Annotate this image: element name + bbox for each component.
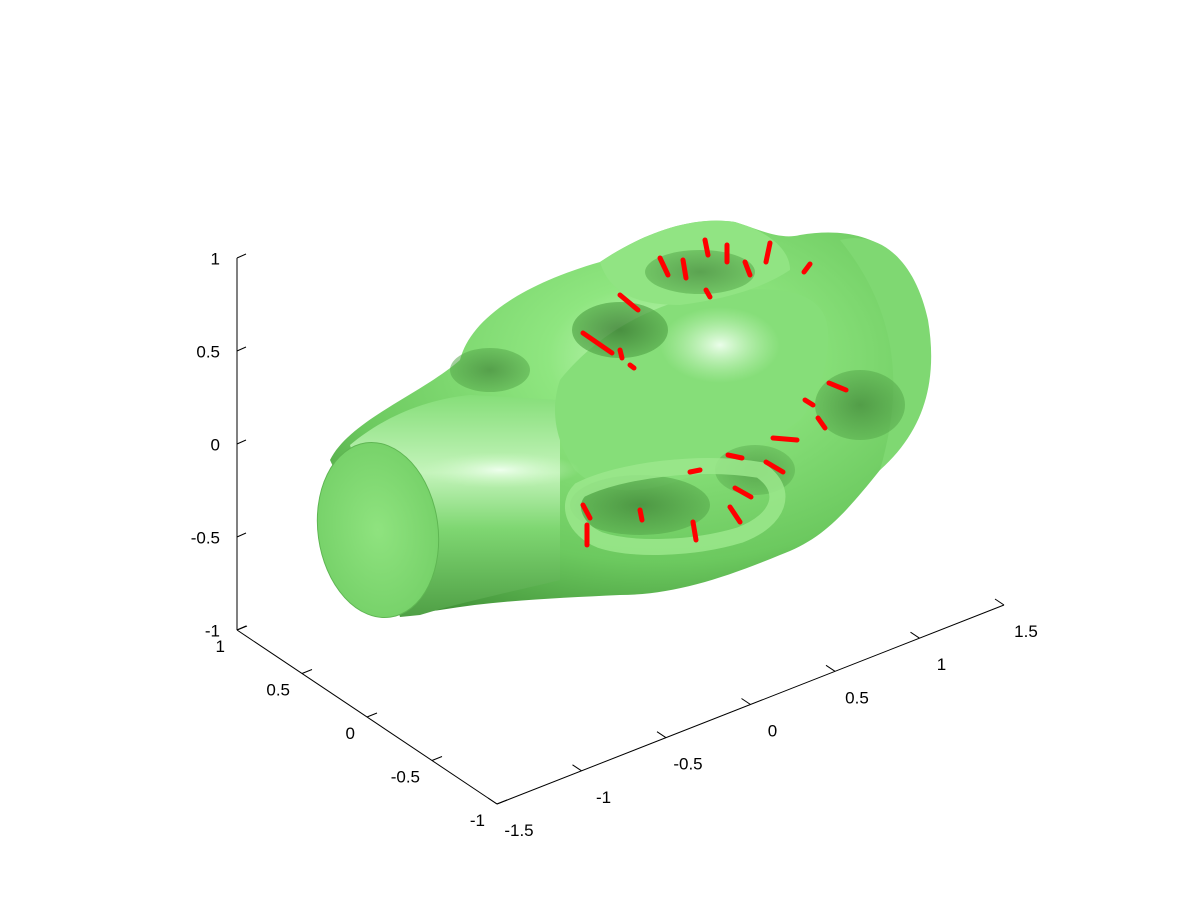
vector-arrow — [637, 507, 645, 523]
vector-arrow — [802, 397, 816, 408]
z-tick-label: -1 — [205, 621, 220, 640]
isosurface — [316, 220, 932, 619]
vector-arrow — [727, 504, 743, 525]
x-tick-mark — [741, 698, 751, 705]
x-tick-label: -1 — [596, 788, 611, 807]
y-tick-mark — [431, 756, 443, 761]
z-tick-mark — [236, 346, 247, 352]
x-tick-label: -0.5 — [673, 755, 702, 774]
vector-arrow — [680, 257, 689, 281]
vector-arrow — [580, 502, 593, 521]
vector-arrow — [617, 347, 625, 361]
vector-arrow — [732, 485, 754, 500]
y-tick-mark — [236, 625, 248, 631]
y-tick-mark — [366, 712, 378, 718]
y-tick-label: 1 — [216, 637, 225, 656]
x-tick-label: 0 — [768, 722, 777, 741]
z-tick-label: 0 — [211, 435, 220, 454]
x-tick-mark — [910, 631, 920, 639]
z-tick-label: -0.5 — [191, 528, 220, 547]
x-tick-mark — [825, 664, 836, 672]
y-tick-label: -1 — [470, 811, 485, 830]
vector-arrow — [627, 362, 637, 371]
vector-arrow — [742, 259, 753, 278]
y-tick-label: 0.5 — [266, 681, 290, 700]
y-tick-mark — [496, 799, 508, 805]
vector-arrow — [770, 435, 800, 443]
vector-arrow — [815, 415, 828, 431]
x-tick-label: 1.5 — [1014, 622, 1038, 641]
y-tick-label: 0 — [346, 724, 355, 743]
vector-arrow — [763, 459, 786, 475]
vector-arrow — [687, 467, 703, 475]
z-tick-mark — [236, 532, 247, 538]
x-tick-label: -1.5 — [504, 821, 533, 840]
vector-arrow — [580, 330, 615, 356]
y-tick-label: -0.5 — [391, 768, 420, 787]
z-tick-label: 0.5 — [196, 342, 220, 361]
y-tick-mark — [301, 669, 313, 674]
vector-arrow — [703, 287, 713, 300]
x-tick-mark — [572, 764, 582, 772]
vector-arrow — [657, 255, 671, 278]
x-tick-label: 1 — [937, 655, 946, 674]
vector-arrow — [763, 240, 773, 265]
vector-arrow — [690, 519, 699, 543]
z-tick-label: 1 — [211, 249, 220, 268]
vector-arrow — [617, 292, 641, 313]
x-tick-mark — [487, 797, 498, 805]
vector-arrow — [826, 380, 849, 393]
z-tick-mark — [236, 439, 247, 445]
vector-arrow — [725, 452, 745, 461]
vector-arrow — [702, 237, 711, 258]
x-tick-label: 0.5 — [845, 688, 869, 707]
vector-field-arrows — [580, 237, 849, 548]
vector-arrow — [801, 261, 813, 275]
x-tick-mark — [994, 598, 1005, 606]
x-tick-mark — [656, 731, 667, 739]
z-tick-mark — [236, 253, 247, 259]
